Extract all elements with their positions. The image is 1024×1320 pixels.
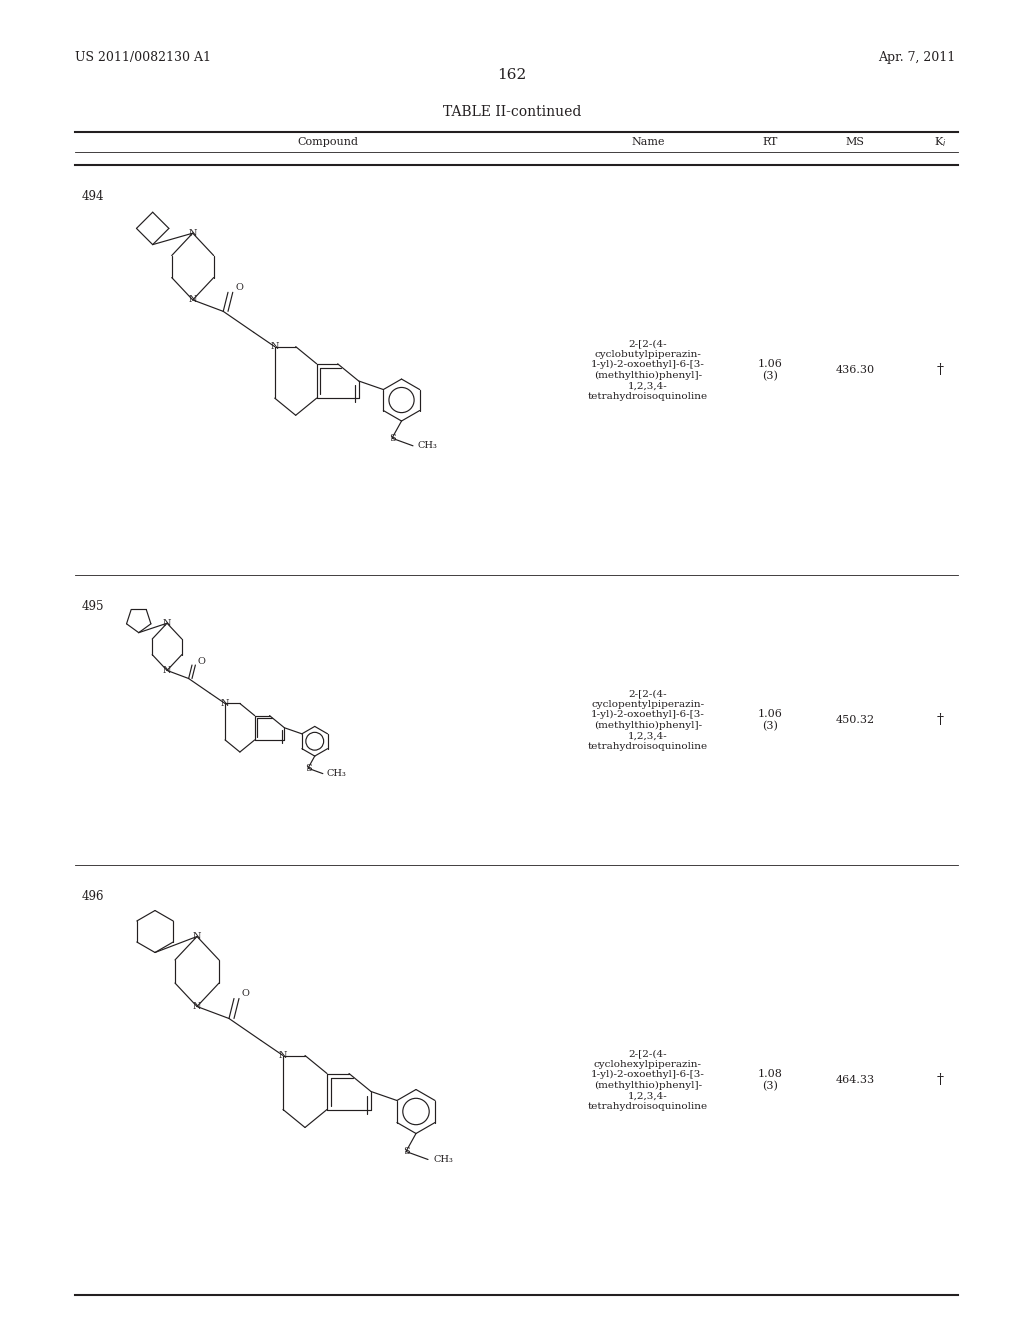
Text: N: N [279, 1051, 288, 1060]
Text: 494: 494 [82, 190, 104, 203]
Text: TABLE II-continued: TABLE II-continued [442, 106, 582, 119]
Text: N: N [163, 619, 171, 628]
Text: O: O [198, 657, 205, 667]
Text: 1.06
(3): 1.06 (3) [758, 359, 782, 381]
Text: MS: MS [846, 137, 864, 147]
Text: 496: 496 [82, 890, 104, 903]
Text: N: N [188, 228, 197, 238]
Text: K$_i$: K$_i$ [934, 135, 946, 149]
Text: O: O [236, 282, 244, 292]
Text: N: N [270, 342, 279, 351]
Text: RT: RT [762, 137, 777, 147]
Text: 2-[2-(4-
cyclohexylpiperazin-
1-yl)-2-oxoethyl]-6-[3-
(methylthio)phenyl]-
1,2,3: 2-[2-(4- cyclohexylpiperazin- 1-yl)-2-ox… [588, 1049, 708, 1110]
Text: Compound: Compound [298, 137, 358, 147]
Text: N: N [193, 1002, 202, 1011]
Text: 495: 495 [82, 601, 104, 612]
Text: O: O [242, 989, 250, 998]
Text: S: S [304, 764, 311, 772]
Text: CH₃: CH₃ [418, 441, 437, 450]
Text: †: † [937, 713, 943, 727]
Text: †: † [937, 1073, 943, 1086]
Text: N: N [221, 700, 229, 708]
Text: Apr. 7, 2011: Apr. 7, 2011 [878, 51, 955, 65]
Text: CH₃: CH₃ [327, 770, 346, 777]
Text: 436.30: 436.30 [836, 366, 874, 375]
Text: N: N [163, 665, 171, 675]
Text: †: † [937, 363, 943, 378]
Text: 1.08
(3): 1.08 (3) [758, 1069, 782, 1092]
Text: S: S [402, 1147, 410, 1156]
Text: S: S [389, 434, 395, 442]
Text: Name: Name [631, 137, 665, 147]
Text: 162: 162 [498, 69, 526, 82]
Text: N: N [188, 296, 197, 305]
Text: US 2011/0082130 A1: US 2011/0082130 A1 [75, 51, 211, 65]
Text: 2-[2-(4-
cyclopentylpiperazin-
1-yl)-2-oxoethyl]-6-[3-
(methylthio)phenyl]-
1,2,: 2-[2-(4- cyclopentylpiperazin- 1-yl)-2-o… [588, 689, 708, 751]
Text: 1.06
(3): 1.06 (3) [758, 709, 782, 731]
Text: N: N [193, 932, 202, 941]
Text: 450.32: 450.32 [836, 715, 874, 725]
Text: 2-[2-(4-
cyclobutylpiperazin-
1-yl)-2-oxoethyl]-6-[3-
(methylthio)phenyl]-
1,2,3: 2-[2-(4- cyclobutylpiperazin- 1-yl)-2-ox… [588, 339, 708, 401]
Text: 464.33: 464.33 [836, 1074, 874, 1085]
Text: CH₃: CH₃ [433, 1155, 453, 1164]
